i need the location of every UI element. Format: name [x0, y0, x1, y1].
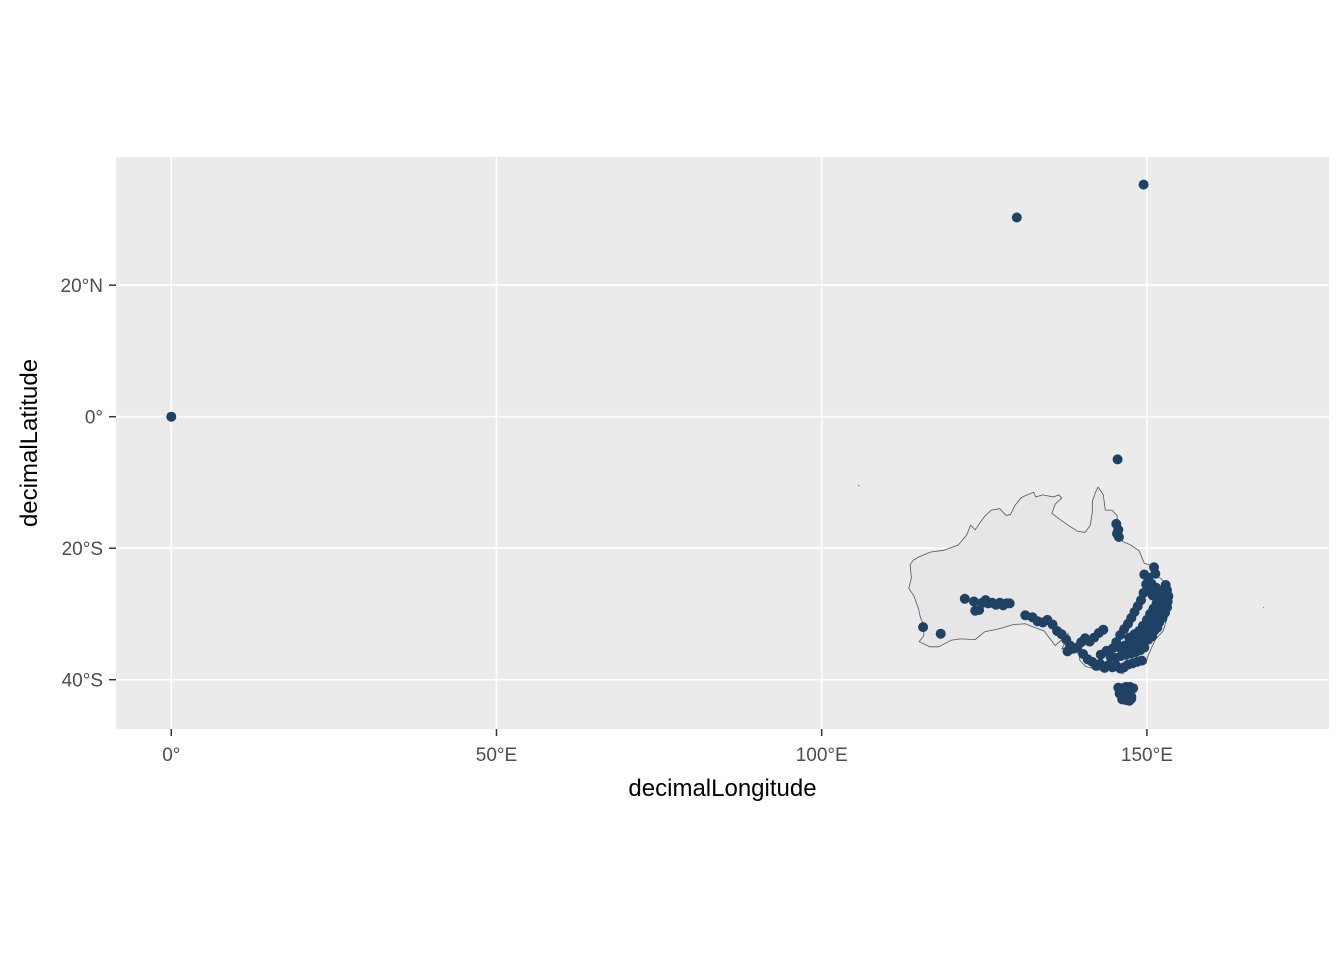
data-point — [1062, 646, 1073, 657]
y-tick-label: 0° — [85, 408, 103, 429]
x-tick-label: 0° — [162, 745, 180, 766]
data-point — [1004, 598, 1015, 609]
y-tick-label: 40°S — [62, 671, 103, 692]
data-point — [1126, 693, 1137, 704]
x-axis: 0° 50°E 100°E 150°E — [162, 729, 1173, 766]
scatter-points — [166, 179, 1174, 706]
x-tick-label: 150°E — [1121, 745, 1173, 766]
data-point — [1139, 569, 1150, 580]
y-axis-title: decimalLatitude — [16, 359, 43, 527]
island-outline — [857, 484, 860, 487]
y-axis: 20°N 0° 20°S 40°S — [61, 276, 116, 692]
x-tick-label: 100°E — [796, 745, 848, 766]
data-point — [1113, 532, 1124, 542]
data-point — [968, 596, 979, 607]
data-point — [1108, 643, 1119, 654]
island-outline — [1263, 607, 1265, 609]
data-point — [1112, 454, 1123, 465]
data-point — [1128, 683, 1139, 694]
data-point — [1149, 562, 1159, 573]
data-point — [1011, 212, 1022, 223]
data-point — [166, 411, 177, 422]
data-point — [1138, 179, 1149, 190]
data-point — [918, 622, 929, 633]
data-point — [1141, 579, 1152, 590]
x-axis-title: decimalLongitude — [628, 775, 816, 802]
data-point — [1136, 632, 1146, 642]
data-point — [1136, 655, 1147, 666]
data-point — [959, 593, 970, 604]
data-point — [1098, 624, 1109, 635]
data-point — [935, 628, 946, 639]
x-tick-label: 50°E — [476, 745, 517, 766]
y-tick-label: 20°N — [61, 276, 103, 297]
data-point — [1095, 649, 1106, 660]
y-tick-label: 20°S — [62, 539, 103, 560]
